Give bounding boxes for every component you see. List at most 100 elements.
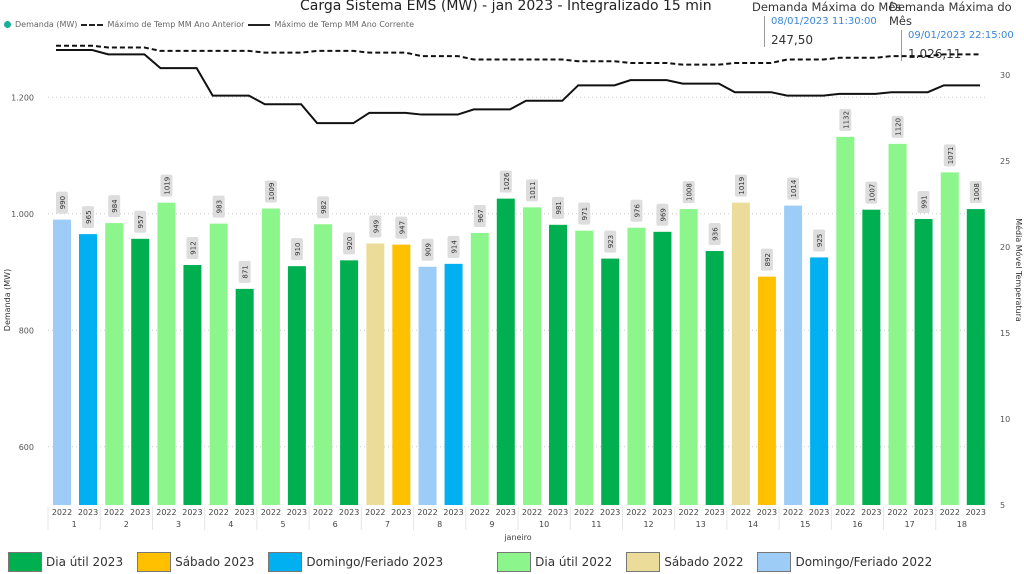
x-year-label: 2022 [835, 508, 855, 517]
bar [53, 219, 71, 505]
legend-item[interactable]: Dia útil 2022 [497, 552, 612, 572]
data-label: 976 [633, 204, 641, 218]
bar [966, 209, 985, 505]
data-label: 923 [607, 235, 615, 248]
x-year-label: 2022 [678, 508, 698, 517]
x-day-label: 6 [333, 520, 338, 529]
data-label: 984 [111, 199, 119, 213]
data-label-bg [447, 235, 460, 258]
data-label: 967 [477, 209, 485, 222]
bar [235, 288, 254, 505]
data-label-bg [473, 204, 486, 227]
data-label-bg [134, 210, 147, 233]
data-label-bg [160, 174, 173, 197]
data-label-bg [839, 108, 852, 131]
data-label-bg [186, 237, 199, 260]
legend-item[interactable]: Domingo/Feriado 2022 [757, 552, 932, 572]
y2-tick-label: 20 [1000, 243, 1010, 252]
legend-label: Sábado 2023 [175, 555, 255, 569]
bar [340, 260, 359, 505]
x-year-label: 2022 [626, 508, 646, 517]
data-label: 947 [398, 221, 406, 234]
x-year-label: 2023 [182, 508, 202, 517]
x-day-label: 16 [852, 520, 862, 529]
dashed-line-icon [81, 23, 104, 26]
bar [601, 258, 620, 505]
data-label-bg [108, 195, 121, 218]
kpi-card-2: Demanda Máxima do Mês 09/01/2023 22:15:0… [889, 0, 1024, 61]
bar [105, 223, 124, 505]
data-label: 971 [581, 207, 589, 220]
data-label-bg [865, 181, 878, 204]
data-label-bg [656, 203, 669, 226]
data-label-bg [212, 195, 225, 218]
x-year-label: 2023 [913, 508, 933, 517]
x-year-label: 2022 [156, 508, 176, 517]
data-label-bg [395, 216, 408, 239]
data-label: 1019 [738, 177, 746, 195]
x-year-label: 2022 [574, 508, 594, 517]
data-label-bg [578, 202, 591, 225]
legend-item[interactable]: Sábado 2023 [137, 552, 254, 572]
x-year-label: 2022 [731, 508, 751, 517]
x-year-label: 2023 [966, 508, 986, 517]
data-label-bg [813, 229, 826, 252]
x-year-label: 2023 [548, 508, 568, 517]
x-day-label: 11 [591, 520, 601, 529]
data-label-bg [891, 115, 904, 138]
data-label: 1026 [503, 172, 511, 190]
legend-swatch [626, 552, 661, 572]
bar [575, 230, 594, 505]
data-label: 965 [85, 210, 93, 223]
bar [287, 266, 306, 505]
bar [757, 276, 776, 505]
bar [314, 224, 333, 506]
data-label-bg [343, 232, 356, 255]
bar [444, 263, 463, 505]
x-year-label: 2022 [470, 508, 490, 517]
data-label: 914 [451, 240, 459, 254]
x-year-label: 2022 [365, 508, 385, 517]
data-label-bg [604, 230, 617, 253]
bottom-legend: Dia útil 2023 Sábado 2023 Domingo/Feriado … [8, 552, 946, 572]
chart-title: Carga Sistema EMS (MW) - jan 2023 - Inte… [300, 0, 712, 14]
bar [940, 172, 959, 505]
kpi-card-1: Demanda Máxima do Mês 08/01/2023 11:30:0… [752, 0, 901, 47]
x-year-label: 2023 [809, 508, 829, 517]
x-year-label: 2023 [757, 508, 777, 517]
data-label-bg [290, 238, 303, 261]
legend-label: Domingo/Feriado 2022 [795, 555, 933, 569]
x-year-label: 2022 [313, 508, 333, 517]
x-day-label: 14 [748, 520, 758, 529]
legend-corrente[interactable]: Máximo de Temp MM Ano Corrente [274, 20, 414, 29]
legend-item[interactable]: Sábado 2022 [626, 552, 743, 572]
data-label-bg [264, 180, 277, 203]
legend-item[interactable]: Domingo/Feriado 2023 [268, 552, 443, 572]
bar [418, 266, 437, 505]
y-tick-label: 1.200 [11, 93, 34, 102]
legend-swatch [137, 552, 172, 572]
x-day-label: 5 [280, 520, 285, 529]
legend-demanda[interactable]: Demanda (MW) [15, 20, 78, 29]
x-day-label: 18 [957, 520, 967, 529]
data-label-bg [369, 215, 382, 238]
x-year-label: 2023 [443, 508, 463, 517]
x-day-label: 12 [643, 520, 653, 529]
bar [705, 251, 724, 505]
legend-item[interactable]: Dia útil 2023 [8, 552, 123, 572]
card-date: 08/01/2023 11:30:00 [771, 16, 877, 27]
data-label-bg [787, 177, 800, 200]
legend-anterior[interactable]: Máximo de Temp MM Ano Anterior [107, 20, 245, 29]
x-year-label: 2023 [130, 508, 150, 517]
bar [523, 207, 541, 505]
bar [836, 136, 855, 506]
card-label: Demanda Máxima do Mês [889, 0, 1012, 28]
x-year-label: 2022 [261, 508, 281, 517]
data-label-bg [421, 238, 434, 261]
data-label-bg [526, 179, 538, 202]
data-label: 969 [659, 208, 667, 221]
data-label: 1008 [686, 183, 694, 201]
data-label: 990 [59, 196, 67, 209]
data-label-bg [552, 196, 564, 219]
y2-tick-label: 15 [1000, 329, 1010, 338]
